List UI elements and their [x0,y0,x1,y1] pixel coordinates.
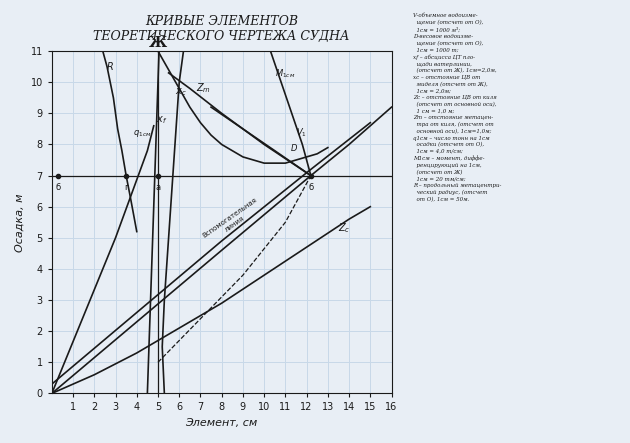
Text: $x_c$: $x_c$ [175,87,186,98]
Text: $Z_c$: $Z_c$ [338,222,351,235]
Text: б: б [55,183,61,191]
Text: $M_{1см}$: $M_{1см}$ [275,67,295,79]
Text: а: а [156,183,161,191]
Text: $V_1$: $V_1$ [296,126,307,139]
Y-axis label: Осадка, м: Осадка, м [15,193,25,252]
Title: КРИВЫЕ ЭЛЕМЕНТОВ
ТЕОРЕТИЧЕСКОГО ЧЕРТЕЖА СУДНА: КРИВЫЕ ЭЛЕМЕНТОВ ТЕОРЕТИЧЕСКОГО ЧЕРТЕЖА … [93,15,350,43]
X-axis label: Элемент, см: Элемент, см [186,418,258,428]
Text: $D$: $D$ [290,142,297,153]
Text: R: R [107,62,114,72]
Text: $x_f$: $x_f$ [156,115,167,127]
Text: г: г [124,183,129,191]
Text: $Z_m$: $Z_m$ [196,82,211,95]
Text: Ж: Ж [149,36,167,51]
Text: $q_{1см}$: $q_{1см}$ [132,128,151,139]
Text: V-объемное водоизме-
  щение (отсчет от О),
  1см = 1000 м³;
D-весовое водоизме-: V-объемное водоизме- щение (отсчет от О)… [413,13,501,202]
Text: Вспомогательная
линия: Вспомогательная линия [202,197,263,245]
Text: б: б [308,183,314,191]
